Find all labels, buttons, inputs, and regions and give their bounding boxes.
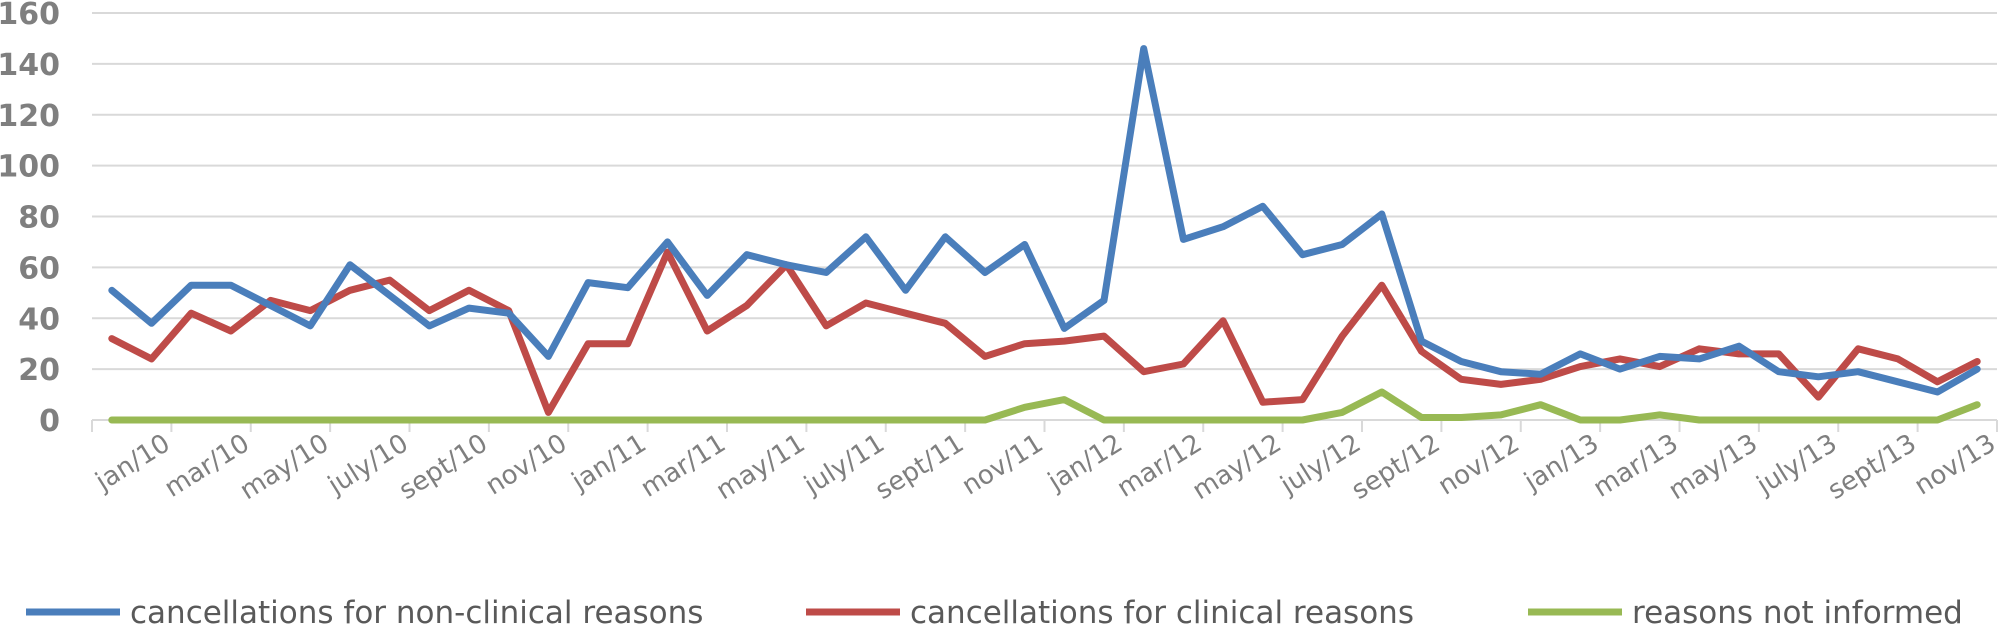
x-tick-label: sept/10 — [394, 428, 493, 505]
y-tick-label: 60 — [18, 251, 60, 286]
x-tick-label: may/13 — [1664, 428, 1763, 506]
x-axis: jan/10mar/10may/10july/10sept/10nov/10ja… — [90, 420, 2000, 506]
legend-item-non-clinical[interactable]: cancellations for non-clinical reasons — [26, 595, 703, 626]
series-line-0 — [108, 45, 1981, 396]
x-tick-label: nov/11 — [957, 428, 1049, 501]
y-tick-label: 140 — [0, 48, 60, 83]
x-tick-label: mar/11 — [636, 428, 731, 503]
legend-label-clinical: cancellations for clinical reasons — [910, 595, 1414, 626]
x-tick-label: jan/13 — [1518, 428, 1604, 497]
x-tick-label: nov/10 — [481, 428, 573, 501]
y-tick-label: 100 — [0, 150, 60, 185]
x-tick-label: nov/13 — [1909, 428, 2000, 501]
x-tick-label: jan/11 — [566, 428, 652, 497]
y-tick-label: 80 — [18, 201, 60, 236]
legend-label-non-clinical: cancellations for non-clinical reasons — [130, 595, 703, 626]
gridlines — [92, 12, 1997, 421]
x-tick-label: sept/11 — [870, 428, 969, 505]
x-tick-label: mar/12 — [1112, 428, 1207, 503]
x-tick-label: sept/13 — [1823, 428, 1922, 505]
series-line-2 — [108, 388, 1981, 424]
x-tick-label: nov/12 — [1433, 428, 1525, 501]
series-line-1 — [108, 248, 1981, 416]
y-tick-label: 40 — [18, 302, 60, 337]
x-tick-label: may/10 — [235, 428, 334, 506]
y-tick-label: 0 — [39, 404, 60, 439]
x-tick-label: may/12 — [1187, 428, 1286, 506]
y-tick-label: 20 — [18, 353, 60, 388]
x-tick-label: jan/12 — [1042, 428, 1128, 497]
x-tick-label: mar/10 — [159, 428, 254, 503]
legend: cancellations for non-clinical reasons c… — [26, 595, 1963, 626]
legend-label-not-informed: reasons not informed — [1632, 595, 1963, 626]
legend-item-clinical[interactable]: cancellations for clinical reasons — [806, 595, 1414, 626]
x-tick-label: may/11 — [711, 428, 810, 506]
y-tick-label: 160 — [0, 0, 60, 32]
legend-item-not-informed[interactable]: reasons not informed — [1528, 595, 1963, 626]
x-tick-label: jan/10 — [90, 428, 176, 497]
y-axis-ticks: 0 20 40 60 80 100 120 140 160 — [0, 0, 60, 439]
series-lines — [108, 45, 1981, 424]
x-tick-label: sept/12 — [1346, 428, 1445, 505]
y-tick-label: 120 — [0, 99, 60, 134]
x-tick-label: mar/13 — [1588, 428, 1683, 503]
